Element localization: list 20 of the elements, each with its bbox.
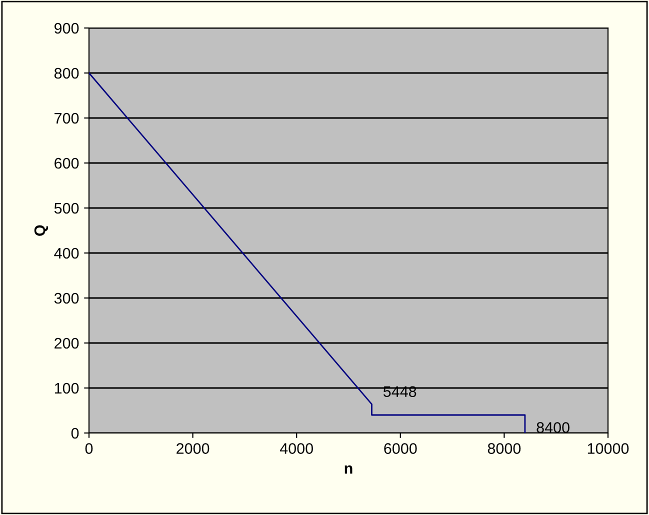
y-tick-label: 0 xyxy=(71,428,79,439)
x-tick-label: 4000 xyxy=(280,443,313,454)
y-tick-label: 600 xyxy=(54,158,79,169)
x-tick-label: 2000 xyxy=(176,443,210,454)
x-tick-label: 0 xyxy=(85,443,93,454)
y-tick-label: 500 xyxy=(54,202,79,214)
y-axis-title: Q xyxy=(34,225,48,236)
y-tick-label: 400 xyxy=(54,248,79,259)
x-tick-label: 6000 xyxy=(384,443,417,454)
y-tick-label: 800 xyxy=(54,68,79,79)
x-tick-label: 8000 xyxy=(488,443,521,454)
y-tick-label: 300 xyxy=(54,292,79,304)
y-tick-label: 900 xyxy=(54,22,79,34)
x-tick-label: 10000 xyxy=(588,443,629,454)
y-tick-label: 200 xyxy=(54,338,79,349)
x-axis-title: n xyxy=(344,465,352,474)
y-tick-label: 700 xyxy=(54,112,79,124)
line-series xyxy=(89,72,526,433)
y-tick-label: 100 xyxy=(54,382,79,394)
annotation: 8400 xyxy=(536,422,570,433)
